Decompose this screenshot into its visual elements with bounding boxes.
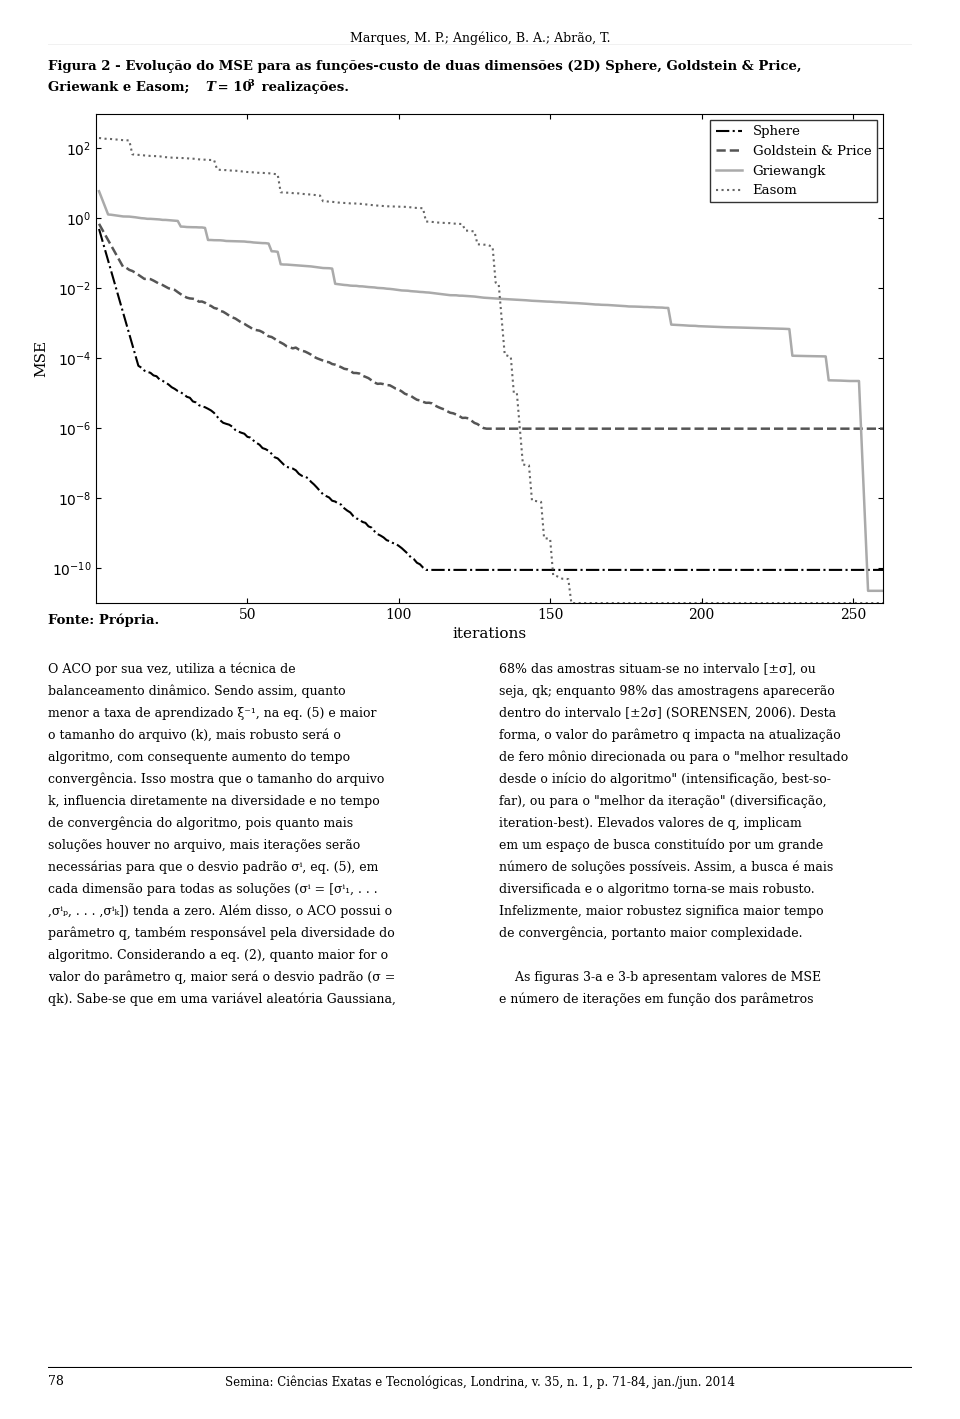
Sphere bbox=[423, 562, 435, 579]
Y-axis label: MSE: MSE bbox=[35, 339, 49, 377]
Text: de fero mônio direcionada ou para o "melhor resultado: de fero mônio direcionada ou para o "mel… bbox=[499, 751, 849, 765]
Line: Easom: Easom bbox=[99, 138, 883, 603]
Text: T: T bbox=[205, 81, 215, 94]
Text: Griewank e Easom;: Griewank e Easom; bbox=[48, 81, 194, 94]
Text: qk). Sabe-se que em uma variável aleatória Gaussiana,: qk). Sabe-se que em uma variável aleatór… bbox=[48, 993, 396, 1006]
Goldstein & Price bbox=[729, 420, 740, 437]
Text: far), ou para o "melhor da iteração" (diversificação,: far), ou para o "melhor da iteração" (di… bbox=[499, 795, 827, 807]
Text: 78: 78 bbox=[48, 1375, 64, 1388]
Text: cada dimensão para todas as soluções (σⁱ = [σⁱ₁, . . .: cada dimensão para todas as soluções (σⁱ… bbox=[48, 883, 377, 895]
Easom bbox=[205, 152, 217, 169]
Griewangk bbox=[420, 284, 432, 301]
Text: Marques, M. P.; Angélico, B. A.; Abrão, T.: Marques, M. P.; Angélico, B. A.; Abrão, … bbox=[349, 31, 611, 45]
Text: de convergência do algoritmo, pois quanto mais: de convergência do algoritmo, pois quant… bbox=[48, 816, 353, 830]
Griewangk bbox=[205, 231, 217, 248]
Griewangk bbox=[841, 372, 852, 389]
Line: Sphere: Sphere bbox=[99, 228, 883, 570]
Text: As figuras 3-a e 3-b apresentam valores de MSE: As figuras 3-a e 3-b apresentam valores … bbox=[499, 971, 822, 983]
Text: iteration-best). Elevados valores de q, implicam: iteration-best). Elevados valores de q, … bbox=[499, 816, 802, 830]
Griewangk bbox=[187, 219, 199, 236]
Text: número de soluções possíveis. Assim, a busca é mais: número de soluções possíveis. Assim, a b… bbox=[499, 860, 833, 874]
Text: Figura 2 - Evolução do MSE para as funções-custo de duas dimensões (2D) Sphere, : Figura 2 - Evolução do MSE para as funçõ… bbox=[48, 60, 802, 72]
Griewangk bbox=[862, 582, 874, 599]
Line: Griewangk: Griewangk bbox=[99, 192, 883, 590]
Text: k, influencia diretamente na diversidade e no tempo: k, influencia diretamente na diversidade… bbox=[48, 795, 380, 807]
Sphere bbox=[420, 562, 432, 579]
Griewangk bbox=[93, 183, 105, 200]
Easom bbox=[423, 213, 435, 230]
Text: soluções houver no arquivo, mais iterações serão: soluções houver no arquivo, mais iteraçõ… bbox=[48, 839, 360, 851]
Text: em um espaço de busca constituído por um grande: em um espaço de busca constituído por um… bbox=[499, 839, 824, 853]
Text: 3: 3 bbox=[248, 78, 254, 88]
Text: 68% das amostras situam-se no intervalo [±σ], ou: 68% das amostras situam-se no intervalo … bbox=[499, 663, 816, 675]
Text: e número de iterações em função dos parâmetros: e número de iterações em função dos parâ… bbox=[499, 993, 814, 1006]
Sphere bbox=[729, 562, 740, 579]
Text: valor do parâmetro q, maior será o desvio padrão (σ =: valor do parâmetro q, maior será o desvi… bbox=[48, 971, 396, 985]
Text: o tamanho do arquivo (k), mais robusto será o: o tamanho do arquivo (k), mais robusto s… bbox=[48, 729, 341, 742]
Goldstein & Price bbox=[93, 216, 105, 233]
Text: O ACO por sua vez, utiliza a técnica de: O ACO por sua vez, utiliza a técnica de bbox=[48, 663, 296, 677]
Text: desde o início do algoritmo" (intensificação, best-so-: desde o início do algoritmo" (intensific… bbox=[499, 772, 831, 786]
Text: realizações.: realizações. bbox=[257, 81, 349, 94]
Text: algoritmo. Considerando a eq. (2), quanto maior for o: algoritmo. Considerando a eq. (2), quant… bbox=[48, 948, 388, 962]
Text: = 10: = 10 bbox=[213, 81, 252, 94]
Easom bbox=[420, 213, 432, 230]
Text: parâmetro q, também responsável pela diversidade do: parâmetro q, também responsável pela div… bbox=[48, 927, 395, 941]
Easom bbox=[844, 595, 855, 612]
Easom bbox=[729, 595, 740, 612]
Text: balanceamento dinâmico. Sendo assim, quanto: balanceamento dinâmico. Sendo assim, qua… bbox=[48, 684, 346, 698]
Text: diversificada e o algoritmo torna-se mais robusto.: diversificada e o algoritmo torna-se mai… bbox=[499, 883, 815, 895]
Sphere bbox=[844, 562, 855, 579]
Griewangk bbox=[877, 582, 889, 599]
Easom bbox=[93, 129, 105, 146]
Text: algoritmo, com consequente aumento do tempo: algoritmo, com consequente aumento do te… bbox=[48, 751, 350, 763]
Text: Fonte: Própria.: Fonte: Própria. bbox=[48, 613, 159, 627]
Goldstein & Price bbox=[205, 298, 217, 315]
Goldstein & Price bbox=[877, 420, 889, 437]
Text: Semina: Ciências Exatas e Tecnológicas, Londrina, v. 35, n. 1, p. 71-84, jan./ju: Semina: Ciências Exatas e Tecnológicas, … bbox=[225, 1375, 735, 1389]
Text: ,σⁱₚ, . . . ,σⁱₖ]) tenda a zero. Além disso, o ACO possui o: ,σⁱₚ, . . . ,σⁱₖ]) tenda a zero. Além di… bbox=[48, 905, 392, 918]
Text: de convergência, portanto maior complexidade.: de convergência, portanto maior complexi… bbox=[499, 927, 803, 941]
Text: forma, o valor do parâmetro q impacta na atualização: forma, o valor do parâmetro q impacta na… bbox=[499, 729, 841, 742]
Easom bbox=[187, 150, 199, 167]
Easom bbox=[877, 595, 889, 612]
Text: seja, qk; enquanto 98% das amostragens aparecerão: seja, qk; enquanto 98% das amostragens a… bbox=[499, 684, 835, 698]
Sphere bbox=[187, 393, 199, 410]
Legend: Sphere, Goldstein & Price, Griewangk, Easom: Sphere, Goldstein & Price, Griewangk, Ea… bbox=[710, 121, 876, 203]
Text: necessárias para que o desvio padrão σⁱ, eq. (5), em: necessárias para que o desvio padrão σⁱ,… bbox=[48, 860, 378, 874]
Text: Infelizmente, maior robustez significa maior tempo: Infelizmente, maior robustez significa m… bbox=[499, 905, 824, 918]
Sphere bbox=[877, 562, 889, 579]
Text: dentro do intervalo [±2σ] (SORENSEN, 2006). Desta: dentro do intervalo [±2σ] (SORENSEN, 200… bbox=[499, 707, 836, 719]
Goldstein & Price bbox=[481, 420, 492, 437]
Griewangk bbox=[726, 319, 737, 336]
Goldstein & Price bbox=[844, 420, 855, 437]
Griewangk bbox=[423, 284, 435, 301]
X-axis label: iterations: iterations bbox=[452, 627, 527, 641]
Line: Goldstein & Price: Goldstein & Price bbox=[99, 224, 883, 429]
Goldstein & Price bbox=[423, 394, 435, 412]
Goldstein & Price bbox=[420, 394, 432, 412]
Text: menor a taxa de aprendizado ξ⁻¹, na eq. (5) e maior: menor a taxa de aprendizado ξ⁻¹, na eq. … bbox=[48, 707, 376, 719]
Sphere bbox=[93, 220, 105, 237]
Sphere bbox=[426, 562, 438, 579]
Easom bbox=[565, 595, 577, 612]
Goldstein & Price bbox=[187, 291, 199, 308]
Sphere bbox=[205, 402, 217, 419]
Text: convergência. Isso mostra que o tamanho do arquivo: convergência. Isso mostra que o tamanho … bbox=[48, 772, 384, 786]
